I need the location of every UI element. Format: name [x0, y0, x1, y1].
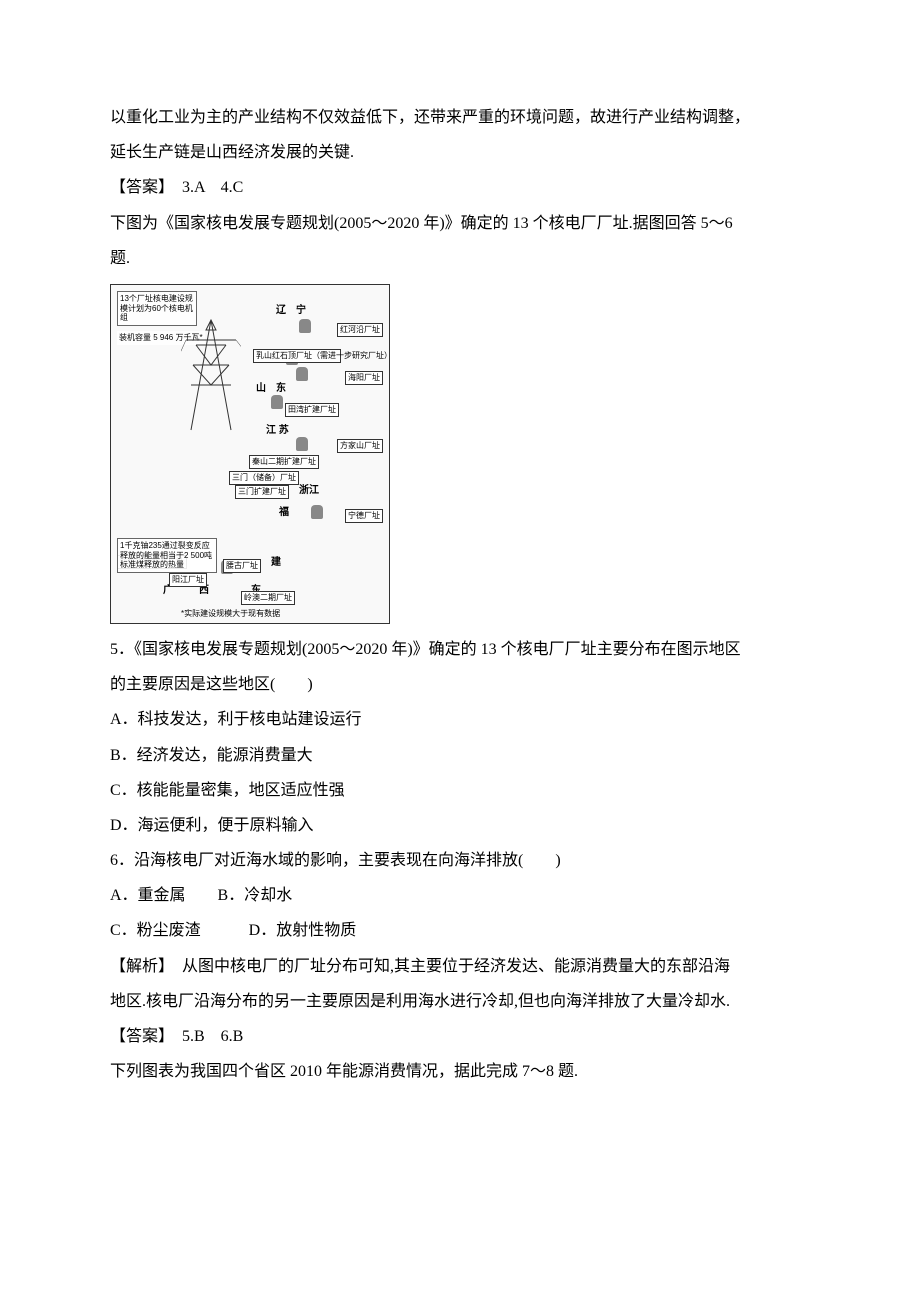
reactor-icon — [296, 367, 308, 381]
province-shandong: 山 东 — [256, 383, 286, 395]
plant-sanmen: 三门（储备）厂址 — [229, 471, 299, 485]
plant-yangjiang: 阳江厂址 — [169, 573, 207, 587]
reactor-icon — [311, 505, 323, 519]
explanation-line2: 地区.核电厂沿海分布的另一主要原因是利用海水进行冷却,但也向海洋排放了大量冷却水… — [110, 984, 810, 1019]
explanation-line1: 【解析】 从图中核电厂的厂址分布可知,其主要位于经济发达、能源消费量大的东部沿海 — [110, 949, 810, 984]
question-5-line2: 的主要原因是这些地区( ) — [110, 667, 810, 702]
plant-ningde: 宁德厂址 — [345, 509, 383, 523]
plant-lingao: 岭澳二期厂址 — [241, 591, 295, 605]
province-liaoning: 辽 宁 — [276, 305, 306, 317]
reactor-icon — [299, 319, 311, 333]
plant-honghe: 红河沿厂址 — [337, 323, 383, 337]
province-xi: 西 — [199, 585, 209, 597]
option-6ab: A．重金属 B．冷却水 — [110, 878, 810, 913]
nuclear-plant-map-figure: 13个厂址核电建设规模计划为60个核电机组 装机容量 5 946 万千瓦* 辽 … — [110, 284, 390, 624]
plant-tianwan: 田湾扩建厂址 — [285, 403, 339, 417]
province-jian: 建 — [271, 557, 281, 569]
province-jiangsu: 江 苏 — [266, 425, 289, 437]
plant-qinshan: 秦山二期扩建厂址 — [249, 455, 319, 469]
province-zhejiang: 浙江 — [299, 485, 319, 497]
figure-intro-line2: 题. — [110, 241, 810, 276]
answer-5-6: 【答案】 5.B 6.B — [110, 1019, 810, 1054]
figure-intro-line1: 下图为《国家核电发展专题规划(2005～2020 年)》确定的 13 个核电厂厂… — [110, 206, 810, 241]
option-5b: B．经济发达，能源消费量大 — [110, 738, 810, 773]
answer-3-4: 【答案】 3.A 4.C — [110, 170, 810, 205]
context-paragraph-line2: 延长生产链是山西经济发展的关键. — [110, 135, 810, 170]
figure-fact-box: 1千克铀235通过裂变反应释放的能量相当于2 500吨标准煤释放的热量 — [117, 538, 217, 573]
plant-yaogu: 腰古厂址 — [223, 559, 261, 573]
reactor-icon — [296, 437, 308, 451]
plant-fangjiashan: 方家山厂址 — [337, 439, 383, 453]
figure-footnote: *实际建设规模大于现有数据 — [181, 609, 280, 619]
transmission-tower-icon — [181, 315, 241, 435]
reactor-icon — [271, 395, 283, 409]
context-paragraph-line1: 以重化工业为主的产业结构不仅效益低下，还带来严重的环境问题，故进行产业结构调整， — [110, 100, 810, 135]
option-6cd: C．粉尘废渣 D．放射性物质 — [110, 913, 810, 948]
province-guang: 广 — [163, 585, 173, 597]
option-5d: D．海运便利，便于原料输入 — [110, 808, 810, 843]
question-5-line1: 5．《国家核电发展专题规划(2005～2020 年)》确定的 13 个核电厂厂址… — [110, 632, 810, 667]
province-fu: 福 — [279, 507, 289, 519]
plant-haiyang: 海阳厂址 — [345, 371, 383, 385]
option-5a: A．科技发达，利于核电站建设运行 — [110, 702, 810, 737]
plant-sanmen-ext: 三门扩建厂址 — [235, 485, 289, 499]
next-question-intro: 下列图表为我国四个省区 2010 年能源消费情况，据此完成 7～8 题. — [110, 1054, 810, 1089]
plant-rushan: 乳山红石顶厂址（需进一步研究厂址） — [253, 349, 341, 363]
option-5c: C．核能能量密集，地区适应性强 — [110, 773, 810, 808]
question-6: 6．沿海核电厂对近海水域的影响，主要表现在向海洋排放( ) — [110, 843, 810, 878]
